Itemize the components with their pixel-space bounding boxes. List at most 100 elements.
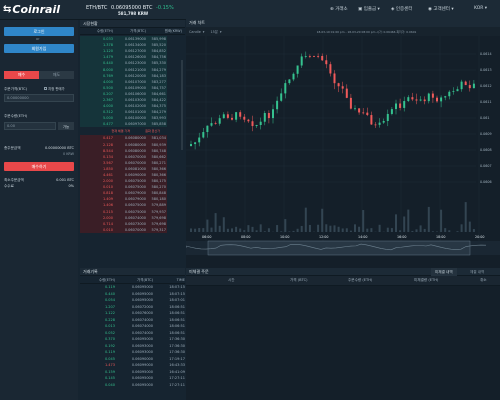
- orderbook-row[interactable]: 1.409 0.06079000 580,180: [80, 196, 167, 203]
- trade-time: 17:19:17: [169, 356, 185, 361]
- orderbook-row[interactable]: 0.818 0.06079000 580,848: [80, 190, 167, 197]
- volume-bar: [317, 224, 320, 232]
- row-qty: 1.406: [102, 203, 113, 208]
- row-qty: 2.000: [102, 179, 113, 184]
- orderbook-row[interactable]: 1.479 0.06126000 584,756: [80, 54, 167, 61]
- signup-button[interactable]: 회원가입: [4, 44, 74, 53]
- row-qty: 0.500: [102, 85, 113, 90]
- nav-verify[interactable]: ◈ 인증센터: [391, 6, 412, 12]
- row-price: 0.06101000: [124, 110, 146, 115]
- orderbook-row[interactable]: 4.000 0.06102000 584,375: [80, 103, 167, 110]
- chart-type-select[interactable]: Candle: [189, 29, 201, 34]
- orderbook-row[interactable]: 0.440 0.06123000 585,330: [80, 60, 167, 67]
- candle-body: [300, 56, 303, 66]
- volume-bar: [423, 228, 426, 232]
- max-qty-button[interactable]: 가능: [58, 122, 74, 130]
- orderbook-row[interactable]: 1.120 0.06127000 584,852: [80, 48, 167, 55]
- row-krw: 580,848: [151, 191, 166, 196]
- candle-body: [444, 96, 447, 98]
- buy-tab[interactable]: 매수: [4, 71, 39, 79]
- checkbox-icon: [44, 87, 47, 90]
- orderbook-row[interactable]: 0.010 0.06070000 579,317: [80, 226, 167, 233]
- nav-deposit[interactable]: ▣ 입출금 ▾: [358, 7, 380, 12]
- row-qty: 2.367: [102, 97, 113, 102]
- volume-bar: [358, 226, 361, 232]
- nav-support[interactable]: ◉ 고객센터 ▾: [428, 7, 454, 12]
- orderbook-row[interactable]: 2.000 0.06075000 580,175: [80, 178, 167, 185]
- orderbook-row[interactable]: 2.367 0.06103000 584,422: [80, 96, 167, 104]
- row-price: 0.06073000: [124, 221, 146, 226]
- orderbook-row[interactable]: 0.500 0.06109000 584,757: [80, 84, 167, 91]
- buy-submit-button[interactable]: 매수하기: [4, 162, 74, 171]
- trade-price: 0.06076000: [131, 311, 153, 316]
- myorders-col-cancel: 취소: [480, 278, 487, 282]
- logo[interactable]: ⇆ Coinrail: [3, 3, 60, 16]
- y-tick-label: 0.0613: [480, 68, 492, 72]
- row-krw: 580,271: [151, 160, 166, 165]
- orderbook-row[interactable]: 2.000 0.06074000 579,698: [80, 214, 167, 221]
- orderbook-row[interactable]: 0.477 0.06097000 585,858: [80, 121, 167, 128]
- trade-time: 18:07:15: [169, 285, 185, 290]
- volume-bar: [427, 206, 430, 232]
- trade-row: 0.052 0.06074000 18:06:51: [80, 330, 185, 337]
- orderbook-row[interactable]: 0.769 0.06120000 584,183: [80, 72, 167, 79]
- row-qty: 0.714: [102, 221, 113, 226]
- orderbook-row[interactable]: 2.128 0.06080000 580,939: [80, 141, 167, 148]
- chart-interval-select[interactable]: 15분: [210, 30, 218, 34]
- login-button[interactable]: 로그인: [4, 27, 74, 36]
- row-price: 0.06075000: [124, 203, 146, 208]
- candle-body: [317, 56, 320, 57]
- row-krw: 585,998: [151, 37, 166, 42]
- row-krw: 584,757: [151, 85, 166, 90]
- market-price-toggle[interactable]: 지정 판매가: [44, 86, 65, 91]
- orderbook-row[interactable]: 5.000 0.06100000 583,993: [80, 115, 167, 122]
- trade-qty: 0.052: [104, 330, 115, 335]
- trade-time: 18:07:15: [169, 291, 185, 296]
- orderbook-row[interactable]: 8.000 0.06121000 584,279: [80, 66, 167, 73]
- orderbook-row[interactable]: 1.850 0.06081000 580,366: [80, 165, 167, 172]
- orderbook-row[interactable]: 4.461 0.06090000 580,366: [80, 171, 167, 179]
- orderbook-row[interactable]: 0.010 0.06075000 580,270: [80, 184, 167, 191]
- row-krw: 585,520: [151, 43, 166, 48]
- sell-tab[interactable]: 매도: [39, 71, 74, 79]
- orderbook-scrollbar[interactable]: [181, 60, 183, 150]
- row-price: 0.06107000: [124, 79, 146, 84]
- orderbook-row[interactable]: 4.000 0.06107000 583,277: [80, 78, 167, 85]
- trade-qty: 0.145: [104, 376, 115, 381]
- orderbook-row[interactable]: 0.033 0.06139000 585,998: [80, 36, 167, 43]
- trades-col-qty: 수량(ETH): [98, 277, 115, 282]
- or-divider: or: [36, 37, 40, 41]
- trade-qty: 0.040: [104, 382, 115, 387]
- candle-body: [370, 115, 373, 125]
- row-qty: 0.215: [102, 209, 113, 214]
- trade-qty: 0.119: [104, 350, 115, 355]
- volume-bar: [444, 228, 447, 232]
- orderbook-row[interactable]: 0.312 0.06101000 584,279: [80, 109, 167, 116]
- price-input[interactable]: 0.00000000: [4, 94, 74, 102]
- open-orders-tab[interactable]: 미체결 내역: [431, 268, 457, 276]
- y-tick-label: 0.061: [480, 116, 489, 120]
- x-tick-label: 14:00: [358, 235, 368, 239]
- orderbook-row[interactable]: 1.378 0.06134000 585,520: [80, 42, 167, 49]
- qty-input[interactable]: 0.00: [4, 122, 56, 130]
- orderbook-row[interactable]: 8.544 0.06080000 580,748: [80, 147, 167, 154]
- orderbook-row[interactable]: 0.714 0.06073000 579,698: [80, 220, 167, 227]
- candlestick-chart[interactable]: 0.0614 0.0613 0.0612 0.0611 0.061 0.0609 0.060…: [186, 36, 500, 268]
- orderbook-col-price: 가격(BTC): [130, 28, 146, 33]
- nav-exchange[interactable]: ⊕ 거래소: [330, 6, 348, 12]
- orderbook-row[interactable]: 3.567 0.06070000 580,271: [80, 159, 167, 166]
- row-qty: 4.000: [102, 79, 113, 84]
- row-price: 0.06127000: [124, 49, 146, 54]
- row-qty: 1.850: [102, 166, 113, 171]
- nav-language[interactable]: KOR ▾: [474, 6, 488, 11]
- orderbook-row[interactable]: 0.215 0.06075000 579,937: [80, 208, 167, 215]
- row-krw: 579,317: [151, 227, 166, 232]
- orderbook-row[interactable]: 0.207 0.06106000 584,661: [80, 90, 167, 97]
- orderbook-row[interactable]: 1.406 0.06075000 579,889: [80, 202, 167, 209]
- row-qty: 0.033: [102, 37, 113, 42]
- orderbook-row[interactable]: 0.134 0.06070000 580,662: [80, 153, 167, 160]
- candle-body: [280, 93, 283, 101]
- filled-orders-tab[interactable]: 체결 내역: [470, 269, 485, 274]
- candle-body: [218, 118, 221, 124]
- orderbook-row[interactable]: 0.417 0.06080000 581,034: [80, 135, 167, 142]
